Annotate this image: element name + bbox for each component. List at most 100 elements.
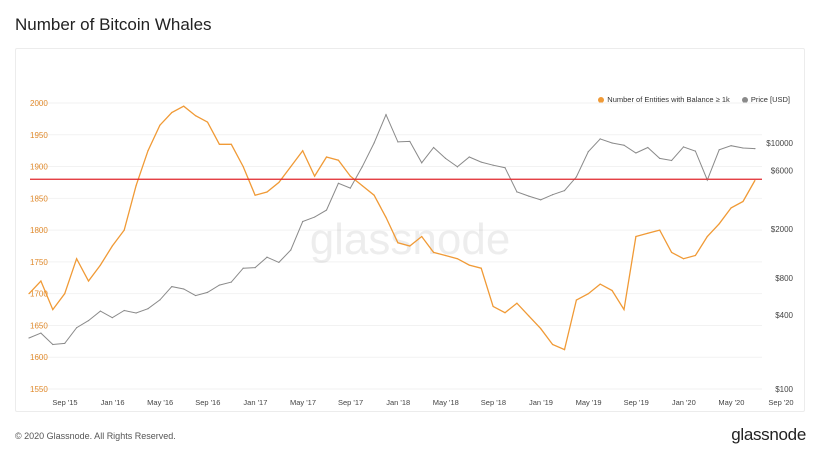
whales-point [254,194,256,196]
legend-label: Number of Entities with Balance ≥ 1k [607,95,730,104]
whales-point [694,254,697,257]
x-tick-label: Sep '18 [481,398,506,407]
price-point [456,166,458,168]
price-point [159,299,161,301]
whales-point [671,251,673,253]
price-point [552,194,554,196]
whales-point [349,175,351,177]
y-right-tick-label: $10000 [766,139,793,148]
whales-point [504,312,506,314]
price-point [278,261,280,263]
price-point [540,199,542,201]
y-left-tick-label: 1750 [30,258,48,267]
whales-point [147,150,149,152]
x-tick-label: May '18 [433,398,459,407]
price-point [123,309,125,312]
price-point [337,182,339,184]
whales-point [647,232,649,234]
x-tick-label: Jan '16 [101,398,125,407]
x-tick-label: May '19 [576,398,602,407]
x-tick-label: Jan '18 [386,398,410,407]
price-point [397,141,399,143]
x-tick-label: Jan '19 [529,398,553,407]
y-right-tick-label: $2000 [771,225,794,234]
whales-point [480,267,482,269]
price-point [52,343,54,346]
whales-point [123,229,125,231]
page-title: Number of Bitcoin Whales [15,15,212,34]
price-point [421,162,423,164]
whales-point [183,105,185,107]
y-right-tick-label: $6000 [771,166,794,175]
y-left-tick-label: 1800 [30,226,48,235]
whales-point [242,165,244,168]
price-point [492,164,494,166]
y-left-tick-label: 1550 [30,385,48,394]
whales-point [718,223,720,225]
whales-point [635,235,637,238]
y-left-tick-label: 2000 [30,99,48,108]
x-tick-label: Sep '19 [624,398,649,407]
whales-point [611,289,613,292]
price-point [528,195,530,197]
legend-item-entities[interactable]: Number of Entities with Balance ≥ 1k [598,95,730,104]
price-point [230,281,232,283]
price-point [409,140,411,143]
whales-point [40,280,42,282]
price-point [587,151,589,153]
watermark: glassnode [310,215,511,264]
whales-point [361,185,363,187]
price-point [111,317,113,319]
price-line [28,113,755,346]
price-point [635,152,637,154]
price-point [242,267,244,269]
whales-point [266,191,268,193]
price-point [504,167,506,169]
price-point [742,147,744,149]
price-point [385,114,387,116]
whales-point [730,207,732,209]
whales-point [337,159,339,161]
legend-label: Price [USD] [750,95,790,104]
price-point [468,156,470,158]
price-point [373,142,375,144]
price-point [659,157,661,159]
x-tick-label: May '17 [290,398,316,407]
y-right-tick-label: $800 [775,274,793,283]
whales-point [206,121,209,123]
whales-point [492,305,494,307]
price-point [28,337,30,339]
price-point [682,146,685,148]
whales-point [659,229,661,231]
price-point [563,190,566,192]
chart-card [15,48,805,412]
price-point [516,191,518,193]
price-point [99,310,101,312]
price-point [64,342,66,344]
whales-point [218,143,220,145]
whales-point [444,254,447,257]
price-point [195,294,197,297]
price-point [611,142,613,144]
price-point [135,312,137,314]
whales-point [159,124,161,126]
whales-point [278,181,280,184]
gray-dot-icon [741,97,748,104]
whales-point [516,302,518,304]
x-tick-label: Sep '20 [768,398,793,407]
price-point [206,291,209,294]
whales-point [456,258,458,260]
whales-point [754,179,756,182]
price-point [671,159,673,162]
whales-point [421,235,423,238]
orange-dot-icon [598,97,605,104]
price-point [730,145,732,147]
whales-point [195,115,197,117]
whales-point [433,251,435,253]
price-point [147,308,149,310]
price-point [361,166,363,168]
whales-point [76,258,78,260]
whales-point [64,293,66,295]
whales-point [314,175,316,177]
legend-item-price[interactable]: Price [USD] [741,95,790,104]
